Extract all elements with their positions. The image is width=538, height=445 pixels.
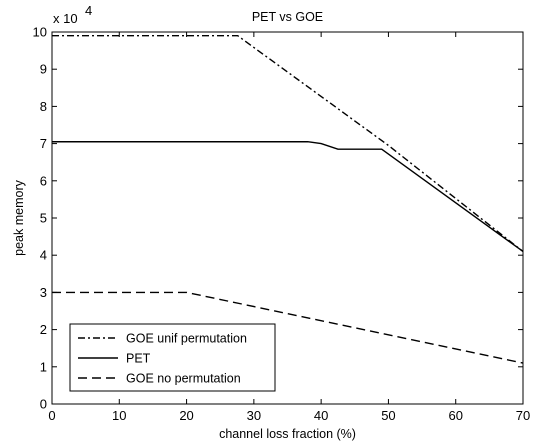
x-tick-label: 0 — [48, 408, 55, 423]
legend-label: GOE unif permutation — [126, 332, 247, 346]
series-line-solid — [52, 141, 524, 253]
legend: GOE unif permutation PET GOE no permutatio… — [69, 323, 276, 392]
series-line-dashed — [52, 291, 524, 364]
y-tick-label: 5 — [40, 211, 47, 226]
y-tick-label: 8 — [40, 99, 47, 114]
y-tick-label: 1 — [40, 359, 47, 374]
y-tick-label: 7 — [40, 136, 47, 151]
chart-title: PET vs GOE — [252, 10, 323, 24]
x-axis-title: channel loss fraction (%) — [219, 427, 356, 441]
legend-label: GOE no permutation — [126, 372, 241, 386]
y-multiplier-exponent: 4 — [85, 3, 92, 18]
y-axis-title: peak memory — [12, 179, 26, 255]
legend-label: PET — [126, 352, 151, 366]
x-tick-label: 30 — [247, 408, 261, 423]
x-tick-label: 20 — [179, 408, 193, 423]
x-tick-label: 10 — [112, 408, 126, 423]
y-tick-label: 4 — [40, 248, 47, 263]
series-line-dash-dot — [52, 35, 524, 253]
y-multiplier-base: x 10 — [53, 11, 78, 26]
axis-ticks: 0 10 20 30 40 50 60 70 0 1 2 3 4 5 6 7 8 9 10 — [33, 25, 531, 424]
x-tick-label: 40 — [314, 408, 328, 423]
y-multiplier: x 10 4 — [53, 3, 92, 26]
y-tick-label: 10 — [33, 25, 47, 40]
x-tick-label: 60 — [448, 408, 462, 423]
y-tick-label: 6 — [40, 173, 47, 188]
y-tick-label: 3 — [40, 285, 47, 300]
series-lines — [52, 35, 524, 364]
x-tick-label: 50 — [381, 408, 395, 423]
y-tick-label: 2 — [40, 322, 47, 337]
y-tick-label: 0 — [40, 397, 47, 412]
y-tick-label: 9 — [40, 62, 47, 77]
x-tick-label: 70 — [516, 408, 530, 423]
